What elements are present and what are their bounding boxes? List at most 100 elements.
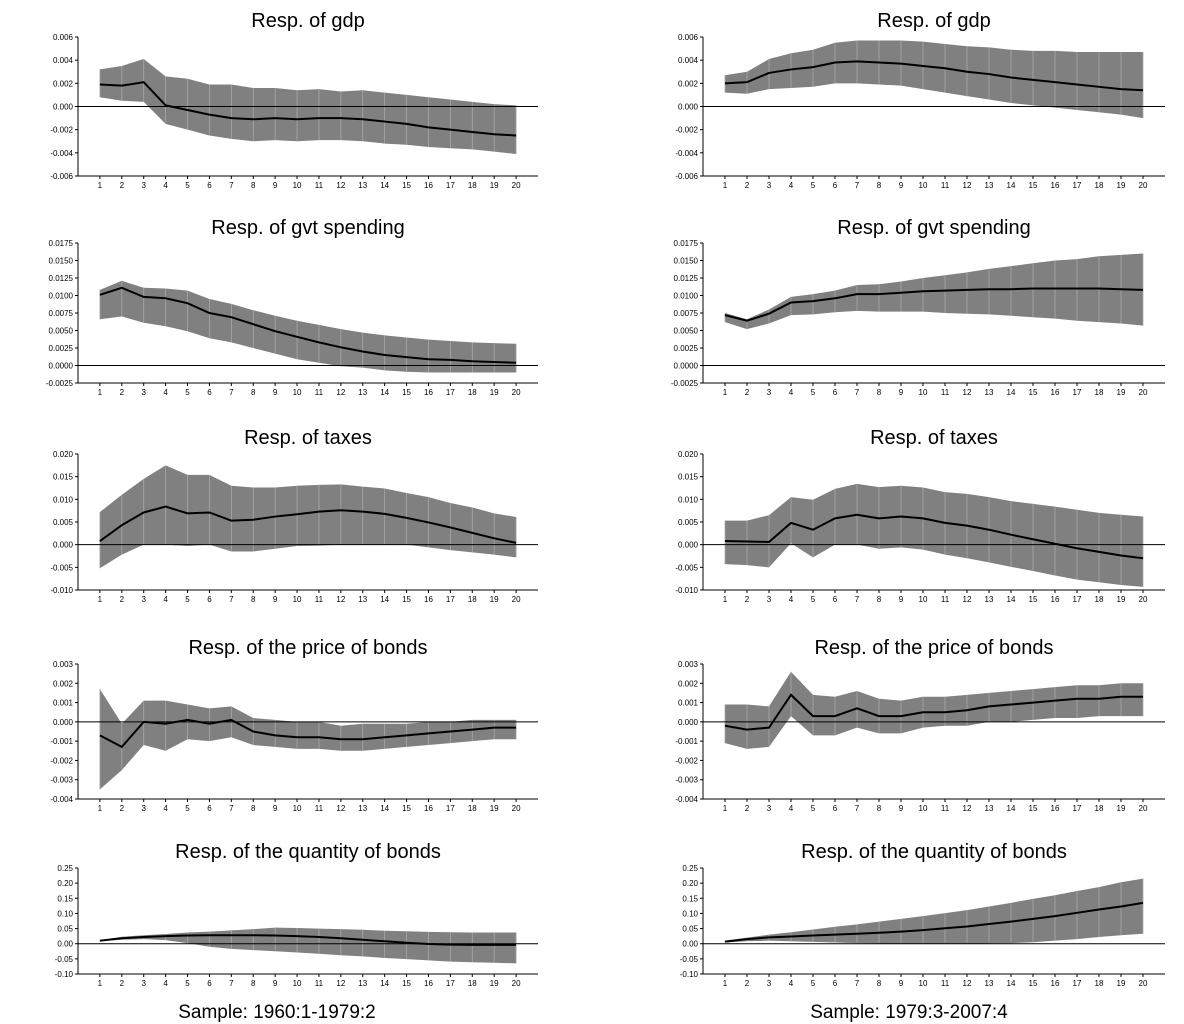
x-tick-label: 20 (1139, 979, 1148, 988)
confidence-band (99, 689, 517, 790)
x-tick-label: 13 (985, 595, 994, 604)
x-tick-label: 6 (833, 979, 838, 988)
x-tick-label: 19 (490, 181, 499, 190)
x-tick-label: 16 (1051, 595, 1060, 604)
panel-1: Resp. of gdp 0.006 0.004 0.002 0.000 -0.002 -0… (50, 10, 538, 190)
x-tick-label: 19 (490, 388, 499, 397)
panel-title: Resp. of taxes (244, 427, 372, 449)
x-tick-label: 9 (273, 181, 278, 190)
x-tick-label: 1 (98, 595, 103, 604)
x-tick-label: 10 (919, 804, 928, 813)
x-tick-label: 11 (315, 804, 324, 813)
x-tick-label: 14 (1007, 181, 1016, 190)
y-tick-label: 0.0100 (674, 292, 699, 301)
x-tick-label: 9 (899, 595, 904, 604)
x-tick-label: 18 (1095, 181, 1104, 190)
x-tick-label: 11 (315, 595, 324, 604)
x-tick-label: 16 (424, 388, 433, 397)
x-tick-label: 20 (1139, 595, 1148, 604)
x-tick-label: 3 (141, 595, 146, 604)
y-tick-label: 0.001 (678, 699, 699, 708)
x-tick-label: 12 (336, 804, 345, 813)
x-tick-label: 16 (1051, 388, 1060, 397)
y-tick-label: -0.10 (55, 970, 74, 979)
x-tick-label: 1 (723, 595, 728, 604)
x-tick-label: 2 (120, 979, 125, 988)
x-tick-label: 15 (1029, 595, 1038, 604)
y-tick-label: -0.006 (50, 172, 73, 181)
x-tick-label: 9 (899, 388, 904, 397)
x-tick-label: 12 (963, 181, 972, 190)
panel-title: Resp. of the price of bonds (188, 637, 427, 659)
y-tick-label: 0.015 (678, 473, 699, 482)
y-tick-label: 0.25 (57, 864, 73, 873)
y-tick-label: 0.05 (57, 925, 73, 934)
x-tick-label: 19 (490, 804, 499, 813)
x-tick-label: 6 (207, 979, 212, 988)
x-tick-label: 6 (833, 595, 838, 604)
y-tick-label: 0.10 (682, 909, 698, 918)
x-tick-label: 4 (163, 181, 168, 190)
x-tick-label: 10 (293, 595, 302, 604)
y-tick-label: -0.006 (675, 172, 698, 181)
x-tick-label: 7 (229, 388, 234, 397)
x-tick-label: 4 (163, 804, 168, 813)
y-tick-label: 0.000 (53, 103, 74, 112)
x-tick-label: 14 (380, 595, 389, 604)
x-tick-label: 6 (207, 181, 212, 190)
y-tick-label: 0.0050 (674, 327, 699, 336)
y-tick-label: 0.0150 (674, 257, 699, 266)
x-tick-label: 15 (1029, 388, 1038, 397)
x-tick-label: 11 (941, 979, 950, 988)
x-tick-label: 18 (468, 595, 477, 604)
y-tick-label: 0.003 (678, 660, 699, 669)
median-response-line (724, 693, 1143, 731)
panel-title: Resp. of gdp (877, 10, 990, 32)
x-tick-label: 5 (811, 388, 816, 397)
x-tick-label: 4 (163, 979, 168, 988)
x-tick-label: 13 (358, 388, 367, 397)
x-tick-label: 7 (229, 979, 234, 988)
median-response-line (99, 505, 517, 544)
y-tick-label: 0.00 (682, 940, 698, 949)
confidence-band (725, 40, 1143, 119)
y-tick-label: 0.002 (53, 79, 74, 88)
y-tick-label: 0.0175 (49, 239, 74, 248)
x-tick-label: 4 (163, 388, 168, 397)
x-tick-label: 12 (336, 388, 345, 397)
y-tick-label: 0.020 (53, 450, 74, 459)
x-tick-label: 17 (446, 181, 455, 190)
y-tick-label: 0.10 (57, 909, 73, 918)
x-tick-label: 20 (512, 388, 521, 397)
x-tick-label: 13 (985, 388, 994, 397)
caption-left: Sample: 1960:1-1979:2 (178, 1002, 376, 1023)
x-tick-label: 19 (1117, 181, 1126, 190)
x-tick-label: 16 (424, 181, 433, 190)
x-tick-label: 15 (1029, 181, 1038, 190)
x-tick-label: 11 (941, 181, 950, 190)
y-tick-label: 0.002 (53, 679, 74, 688)
x-tick-label: 12 (336, 181, 345, 190)
x-tick-label: 20 (1139, 804, 1148, 813)
x-tick-label: 17 (1073, 181, 1082, 190)
y-tick-label: 0.000 (678, 103, 699, 112)
x-tick-label: 18 (468, 804, 477, 813)
x-tick-label: 7 (229, 595, 234, 604)
x-tick-label: 17 (1073, 804, 1082, 813)
y-tick-label: 0.0000 (49, 362, 74, 371)
x-tick-label: 6 (833, 181, 838, 190)
panel-title: Resp. of the price of bonds (814, 637, 1053, 659)
x-tick-label: 1 (98, 388, 103, 397)
x-tick-label: 4 (163, 595, 168, 604)
x-tick-label: 13 (358, 181, 367, 190)
x-tick-label: 18 (1095, 979, 1104, 988)
x-tick-label: 20 (1139, 388, 1148, 397)
x-tick-label: 1 (98, 804, 103, 813)
x-tick-label: 13 (985, 181, 994, 190)
y-tick-label: -0.0025 (671, 379, 699, 388)
panel-title: Resp. of taxes (870, 427, 998, 449)
x-tick-label: 4 (789, 388, 794, 397)
x-tick-label: 19 (490, 595, 499, 604)
y-tick-label: 0.010 (678, 495, 699, 504)
x-tick-label: 15 (402, 388, 411, 397)
